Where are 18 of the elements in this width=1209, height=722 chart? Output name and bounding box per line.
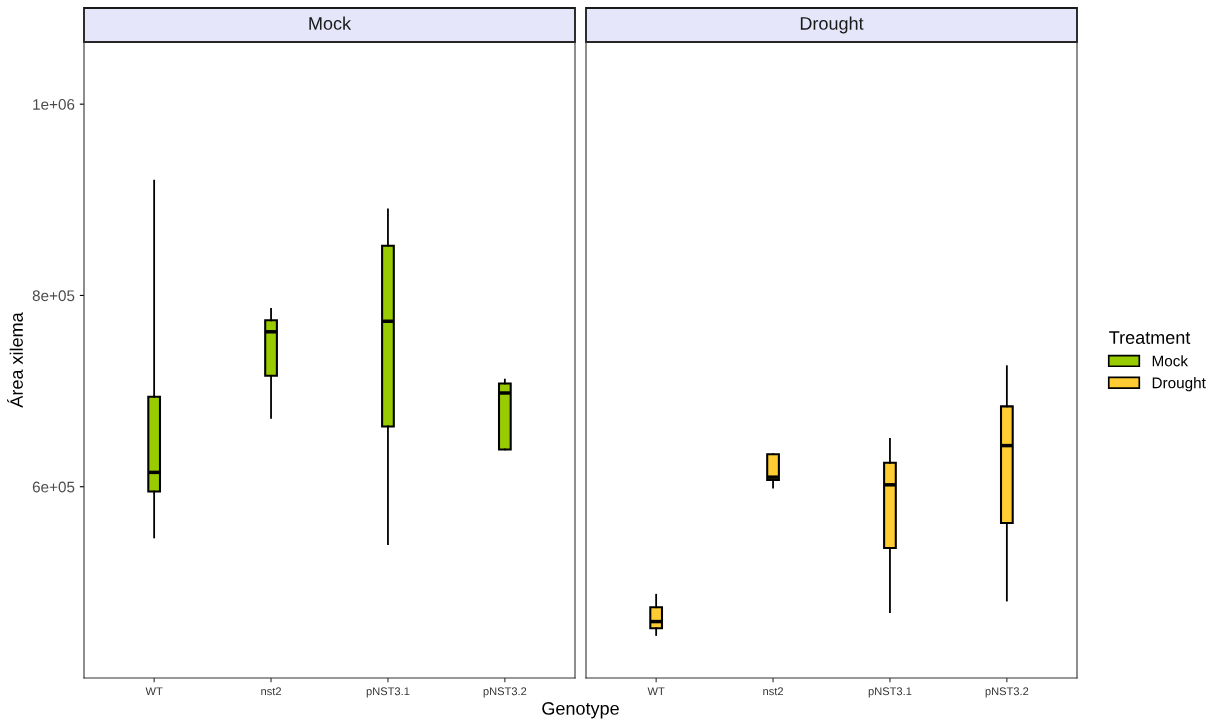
y-axis-title: Área xilema [7,312,23,408]
x-tick-label: nst2 [261,687,281,696]
y-tick-label: 6e+05 [32,481,75,493]
legend-label: Drought [1152,377,1206,392]
y-tick-label: 1e+06 [33,99,75,110]
x-tick-label: nst2 [763,687,783,696]
x-axis-title: Genotype [542,702,619,719]
y-tick-label: 8e+05 [32,290,75,302]
x-tick-label: pNST3.2 [985,687,1029,698]
legend-title: Treatment [1109,331,1191,344]
x-tick-label: WT [145,687,163,696]
x-tick-label: pNST3.1 [366,687,410,698]
x-tick-label: pNST3.1 [868,687,912,698]
chart-title: Mock [309,16,352,30]
chart-title: Drought [800,16,864,34]
x-tick-label: WT [647,687,665,696]
x-tick-label: pNST3.2 [483,687,527,698]
legend-label: Mock [1152,355,1189,367]
